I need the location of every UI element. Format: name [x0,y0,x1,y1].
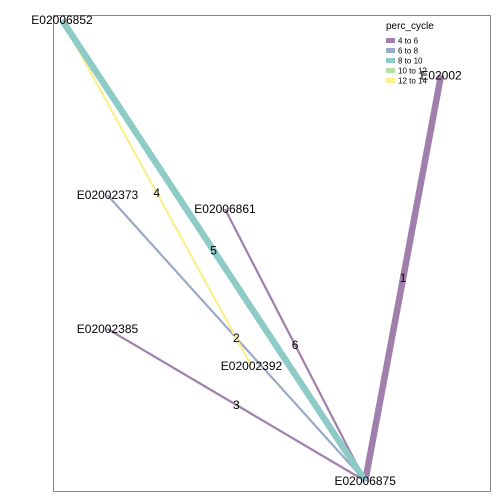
edge-3 [106,327,366,482]
edge-label: 1 [400,271,407,285]
node-label: E02002373 [77,188,139,202]
edge-label: 3 [233,398,240,412]
edge-6 [223,208,367,482]
legend-swatch [386,68,395,73]
panel-border [53,15,491,492]
node-label: E02006875 [334,474,396,488]
edge-label: 5 [210,244,217,258]
legend-title: perc_cycle [386,21,434,32]
edge-4 [61,19,253,367]
legend-label: 6 to 8 [398,47,419,56]
legend-label: 4 to 6 [398,37,419,46]
edges-layer [59,18,445,483]
node-label: E02006861 [194,202,256,216]
edge-label: 4 [153,186,160,200]
edge-5 [59,18,368,483]
edge-labels-layer: 1 2 3 4 5 6 [153,186,406,412]
edge-label: 6 [292,338,299,352]
node-label: E02002392 [221,359,283,373]
node-label: E02002 [420,68,462,82]
edge-label: 2 [233,331,240,345]
legend-label: 10 to 12 [398,67,427,76]
node-label: E02002385 [77,322,139,336]
legend-label: 12 to 14 [398,77,427,86]
edge-1 [362,74,445,482]
legend-swatch [386,58,395,63]
legend-swatch [386,48,395,53]
legend-swatch [386,38,395,43]
node-label: E02006852 [31,13,93,27]
legend-label: 8 to 10 [398,57,423,66]
legend-swatch [386,78,395,83]
node-labels-layer: E02006852 E02002 E02002373 E02006861 E020023… [31,13,462,488]
